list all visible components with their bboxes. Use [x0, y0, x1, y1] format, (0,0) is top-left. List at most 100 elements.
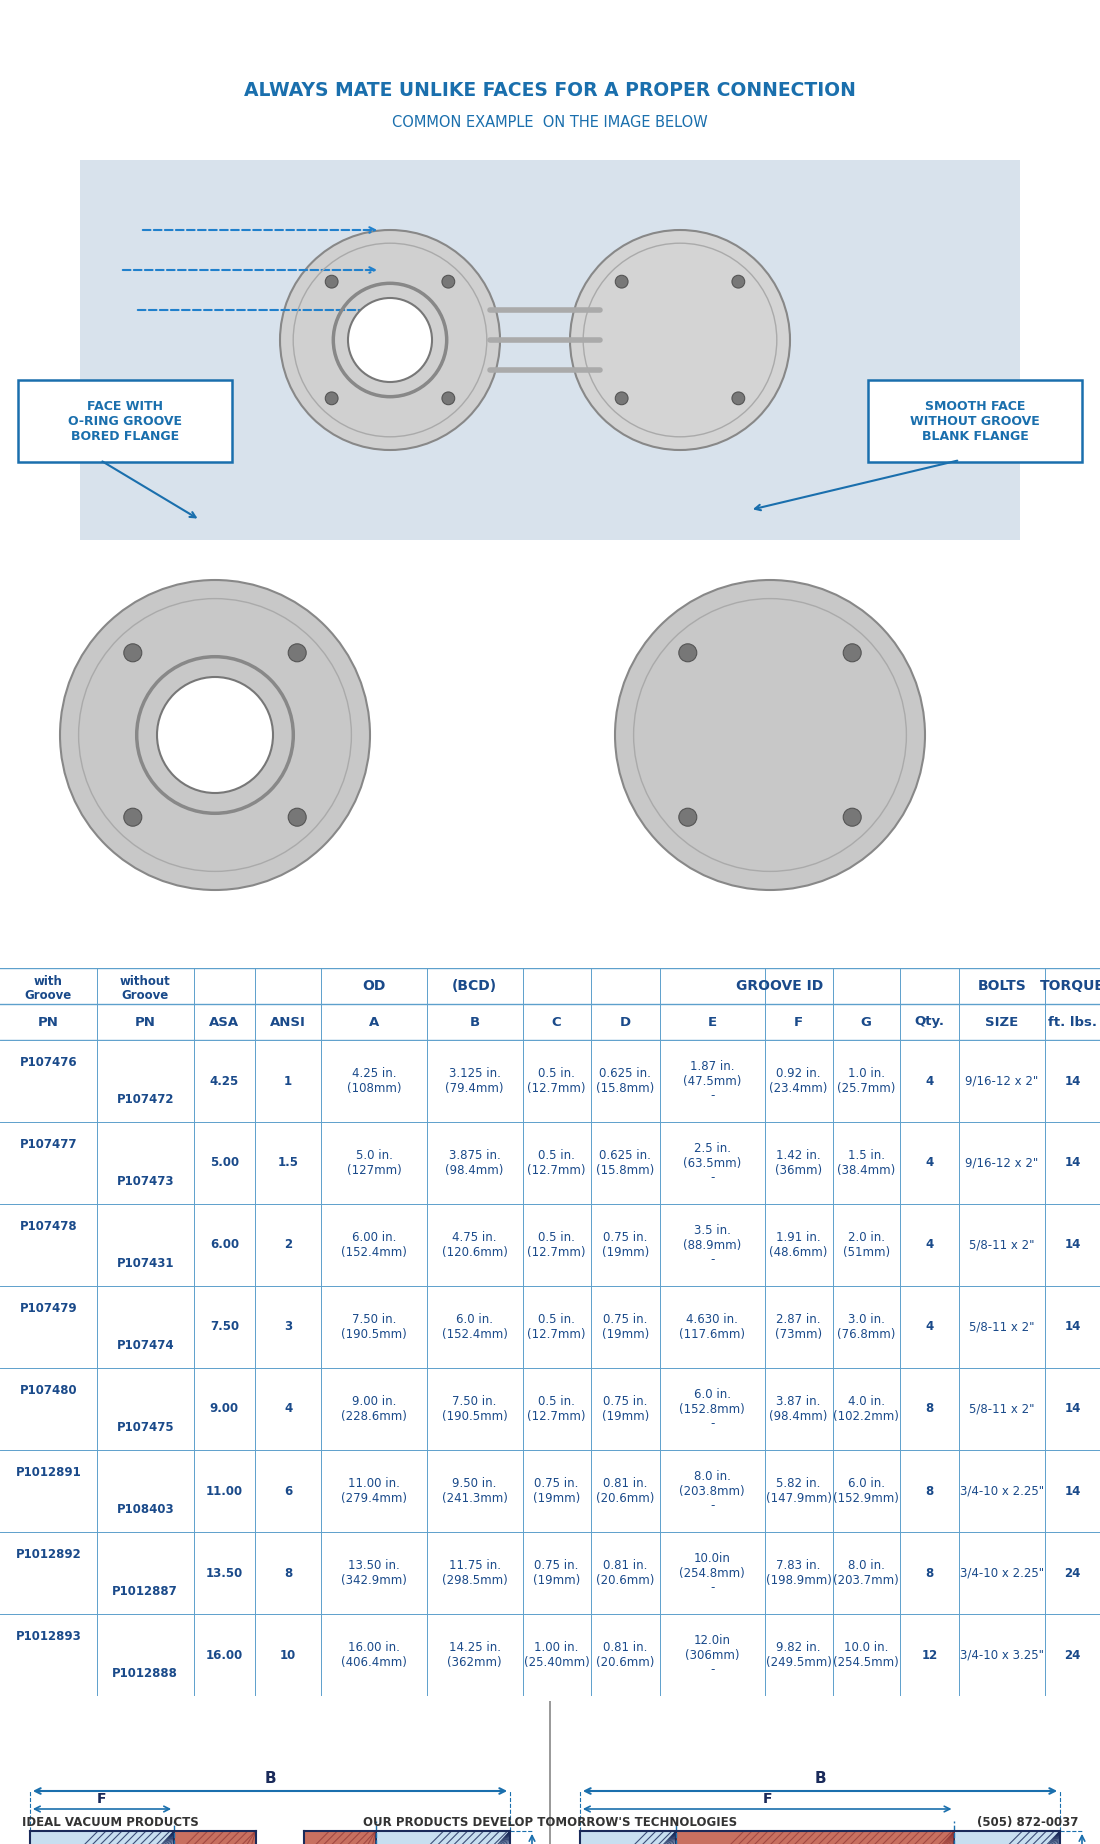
Text: 0.5 in.
(12.7mm): 0.5 in. (12.7mm): [527, 1068, 586, 1095]
Text: 2.87 in.
(73mm): 2.87 in. (73mm): [776, 1313, 822, 1341]
Text: 14: 14: [1065, 1239, 1080, 1252]
Text: 24: 24: [1065, 1649, 1080, 1661]
Text: 3/4-10 x 2.25": 3/4-10 x 2.25": [960, 1567, 1044, 1580]
Text: P107474: P107474: [117, 1339, 174, 1352]
Text: Groove: Groove: [122, 988, 168, 1001]
Text: 14: 14: [1065, 1320, 1080, 1333]
Text: E: E: [707, 1016, 717, 1029]
Text: 4: 4: [925, 1075, 934, 1088]
Text: (505) 872-0037: (505) 872-0037: [977, 1816, 1078, 1829]
Text: 9/16-12 x 2": 9/16-12 x 2": [966, 1075, 1038, 1088]
Text: without: without: [120, 975, 170, 988]
Circle shape: [615, 393, 628, 404]
Circle shape: [732, 275, 745, 288]
Text: 8: 8: [284, 1567, 293, 1580]
Text: 3/4-10 x 3.25": 3/4-10 x 3.25": [960, 1649, 1044, 1661]
Text: 1.0 in.
(25.7mm): 1.0 in. (25.7mm): [837, 1068, 895, 1095]
Text: 0.625 in.
(15.8mm): 0.625 in. (15.8mm): [596, 1068, 654, 1095]
Text: P1012887: P1012887: [112, 1584, 178, 1597]
Text: 7.50 in.
(190.5mm): 7.50 in. (190.5mm): [341, 1313, 407, 1341]
Text: 0.5 in.
(12.7mm): 0.5 in. (12.7mm): [527, 1149, 586, 1176]
Text: 8: 8: [925, 1403, 934, 1416]
Text: ASA/ANSI  FLANGES: ASA/ANSI FLANGES: [240, 6, 860, 59]
Text: P107480: P107480: [20, 1385, 77, 1398]
Circle shape: [288, 808, 306, 826]
Text: 13.50: 13.50: [206, 1567, 243, 1580]
Text: 3.0 in.
(76.8mm): 3.0 in. (76.8mm): [837, 1313, 895, 1341]
Circle shape: [679, 644, 696, 662]
Bar: [30, 1831, 174, 1844]
Text: 6.0 in.
(152.8mm)
-: 6.0 in. (152.8mm) -: [680, 1387, 745, 1431]
Text: 1: 1: [284, 1075, 293, 1088]
Text: 9.50 in.
(241.3mm): 9.50 in. (241.3mm): [442, 1477, 507, 1505]
Text: 3.875 in.
(98.4mm): 3.875 in. (98.4mm): [446, 1149, 504, 1176]
Text: 5/8-11 x 2": 5/8-11 x 2": [969, 1403, 1035, 1416]
Bar: [375, 1831, 510, 1844]
Text: IDEAL VACUUM PRODUCTS: IDEAL VACUUM PRODUCTS: [22, 1816, 199, 1829]
Text: 0.5 in.
(12.7mm): 0.5 in. (12.7mm): [527, 1232, 586, 1259]
Text: 9/16-12 x 2": 9/16-12 x 2": [966, 1156, 1038, 1169]
Text: 0.625 in.
(15.8mm): 0.625 in. (15.8mm): [596, 1149, 654, 1176]
Text: 2.0 in.
(51mm): 2.0 in. (51mm): [843, 1232, 890, 1259]
Text: 6: 6: [284, 1484, 293, 1497]
Circle shape: [124, 808, 142, 826]
Circle shape: [326, 275, 338, 288]
Text: 7.50 in.
(190.5mm): 7.50 in. (190.5mm): [442, 1396, 507, 1424]
Text: G: G: [861, 1016, 871, 1029]
Bar: [580, 1831, 676, 1844]
Text: B: B: [470, 1016, 480, 1029]
Text: 12.0in
(306mm)
-: 12.0in (306mm) -: [685, 1634, 739, 1676]
Bar: [80, 160, 1020, 540]
Text: 16.00: 16.00: [206, 1649, 243, 1661]
Text: F: F: [762, 1792, 772, 1805]
Text: 4.0 in.
(102.2mm): 4.0 in. (102.2mm): [834, 1396, 899, 1424]
Text: PN: PN: [39, 1016, 58, 1029]
Text: 1.00 in.
(25.40mm): 1.00 in. (25.40mm): [524, 1641, 590, 1669]
Text: P1012888: P1012888: [112, 1667, 178, 1680]
Text: 0.5 in.
(12.7mm): 0.5 in. (12.7mm): [527, 1313, 586, 1341]
Text: Groove: Groove: [25, 988, 72, 1001]
Text: 3.5 in.
(88.9mm)
-: 3.5 in. (88.9mm) -: [683, 1224, 741, 1267]
Text: 5.82 in.
(147.9mm): 5.82 in. (147.9mm): [766, 1477, 832, 1505]
Text: 0.5 in.
(12.7mm): 0.5 in. (12.7mm): [527, 1396, 586, 1424]
Text: ANSI: ANSI: [271, 1016, 306, 1029]
Text: 0.81 in.
(20.6mm): 0.81 in. (20.6mm): [596, 1558, 654, 1588]
Text: 4: 4: [284, 1403, 293, 1416]
Text: 1.42 in.
(36mm): 1.42 in. (36mm): [776, 1149, 822, 1176]
Text: 4: 4: [925, 1320, 934, 1333]
Text: BOLTS: BOLTS: [978, 979, 1026, 994]
Text: PN: PN: [135, 1016, 155, 1029]
Text: 10.0in
(254.8mm)
-: 10.0in (254.8mm) -: [680, 1551, 745, 1595]
Text: P1012891: P1012891: [15, 1466, 81, 1479]
Text: ft. lbs.: ft. lbs.: [1048, 1016, 1097, 1029]
Text: P107479: P107479: [20, 1302, 77, 1315]
Text: 10: 10: [280, 1649, 296, 1661]
Text: 4: 4: [925, 1156, 934, 1169]
Text: 6.0 in.
(152.9mm): 6.0 in. (152.9mm): [834, 1477, 899, 1505]
Text: 9.00: 9.00: [210, 1403, 239, 1416]
Text: 3.125 in.
(79.4mm): 3.125 in. (79.4mm): [446, 1068, 504, 1095]
Text: 4: 4: [925, 1239, 934, 1252]
Circle shape: [442, 275, 454, 288]
Text: 14: 14: [1065, 1403, 1080, 1416]
Text: 1.5: 1.5: [277, 1156, 299, 1169]
Text: 6.00: 6.00: [210, 1239, 239, 1252]
Text: P1012893: P1012893: [15, 1630, 81, 1643]
Text: 6.00 in.
(152.4mm): 6.00 in. (152.4mm): [341, 1232, 407, 1259]
Text: SMOOTH FACE
WITHOUT GROOVE
BLANK FLANGE: SMOOTH FACE WITHOUT GROOVE BLANK FLANGE: [910, 400, 1040, 443]
Text: Qty.: Qty.: [914, 1016, 945, 1029]
Text: P107472: P107472: [117, 1092, 174, 1106]
Text: ASA / ANSI LARGE FLANGES (Blank Rotatable): ASA / ANSI LARGE FLANGES (Blank Rotatabl…: [298, 939, 802, 959]
Text: ASA: ASA: [209, 1016, 240, 1029]
Text: 11.00 in.
(279.4mm): 11.00 in. (279.4mm): [341, 1477, 407, 1505]
Text: C: C: [552, 1016, 561, 1029]
Text: 10.0 in.
(254.5mm): 10.0 in. (254.5mm): [834, 1641, 899, 1669]
Text: COMMON EXAMPLE  ON THE IMAGE BELOW: COMMON EXAMPLE ON THE IMAGE BELOW: [392, 114, 708, 131]
Text: P107477: P107477: [20, 1138, 77, 1151]
Text: 0.81 in.
(20.6mm): 0.81 in. (20.6mm): [596, 1641, 654, 1669]
Text: 11.00: 11.00: [206, 1484, 243, 1497]
Circle shape: [348, 299, 432, 382]
Text: 6.0 in.
(152.4mm): 6.0 in. (152.4mm): [442, 1313, 507, 1341]
Text: SIZE: SIZE: [986, 1016, 1019, 1029]
Text: 8: 8: [925, 1484, 934, 1497]
